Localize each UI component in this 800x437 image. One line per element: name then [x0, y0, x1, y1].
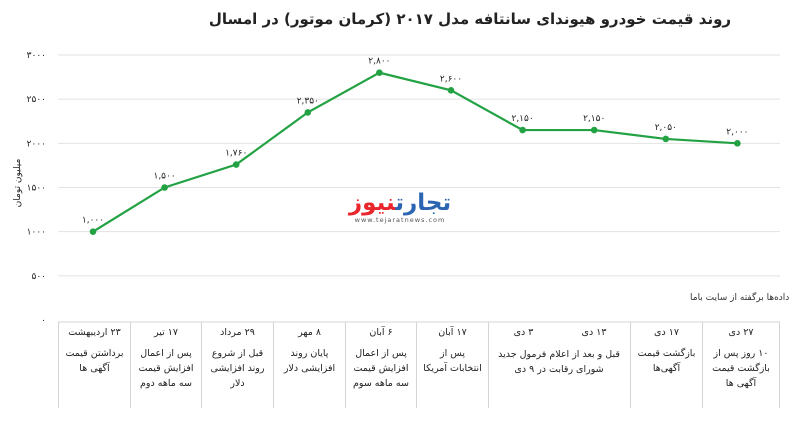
data-label: ۱,۷۶۰ [225, 149, 247, 159]
category-date: ۱۷ دی [654, 327, 679, 338]
category-desc: قبل از شروع روند افزایشی دلار [210, 348, 265, 389]
data-point [662, 135, 670, 143]
merged-category-desc: قبل و بعد از اعلام فرمول جدید شورای رقاب… [498, 349, 620, 375]
y-tick-label: ۲۵۰۰ [27, 95, 46, 105]
data-label: ۲,۶۰۰ [440, 74, 462, 84]
data-point [590, 126, 598, 134]
category-desc: برداشتن قیمت آگهی ها [65, 348, 124, 374]
data-point [89, 228, 97, 235]
category-cell: ۲۳ اردیبهشت برداشتن قیمت آگهی ها [58, 322, 130, 408]
category-desc: پس از اعمال افزایش قیمت سه ماهه سوم [353, 348, 409, 389]
data-point [519, 126, 526, 134]
y-tick-label: ۰ [41, 316, 46, 326]
data-point [304, 109, 312, 116]
category-desc: پس از اعمال افزایش قیمت سه ماهه دوم [138, 348, 194, 389]
y-tick-label: ۵۰۰ [31, 272, 46, 282]
data-label: ۱,۰۰۰ [82, 216, 104, 226]
logo-url: www.tejaratnews.com [354, 216, 446, 224]
logo-name: تجارتنیوز [348, 190, 452, 216]
y-axis-label: میلیون تومان [13, 158, 23, 208]
data-label: ۲,۱۵۰ [583, 114, 605, 124]
category-cell: ۱۷ دی بازگشت قیمت آگهی‌ها [630, 322, 702, 408]
y-tick-label: ۱۰۰۰ [27, 228, 46, 238]
category-date: ۶ آبان [369, 327, 393, 338]
category-cell: ۶ آبان پس از اعمال افزایش قیمت سه ماهه سو… [345, 322, 416, 408]
y-tick-label: ۳۰۰۰ [27, 51, 46, 61]
y-tick-label: ۱۵۰۰ [27, 184, 46, 194]
category-date: ۲۷ دی [728, 327, 754, 338]
y-tick-label: ۲۰۰۰ [27, 139, 46, 149]
category-cell: ۱۳ دی [558, 322, 630, 408]
category-date: ۲۹ مرداد [220, 327, 255, 338]
data-point [232, 161, 240, 168]
chart-title: روند قیمت خودرو هیوندای سانتافه مدل ۲۰۱۷… [208, 10, 732, 28]
source-note: داده‌ها برگفته از سایت باما [690, 293, 790, 303]
category-desc: پس از انتخابات آمریکا [423, 348, 482, 374]
tejaratnews-logo: تجارتنیوز www.tejaratnews.com [340, 190, 460, 224]
category-cell: ۸ مهر پایان روند افزایشی دلار [273, 322, 345, 408]
category-desc: پایان روند افزایشی دلار [283, 348, 336, 374]
data-point [447, 87, 455, 94]
data-label: ۲,۰۰۰ [726, 127, 748, 137]
data-label: ۲,۳۵۰ [297, 96, 319, 106]
category-date: ۸ مهر [298, 327, 321, 338]
category-date: ۳ دی [513, 327, 534, 338]
category-cell: ۲۹ مرداد قبل از شروع روند افزایشی دلار [201, 322, 273, 408]
data-point [734, 140, 741, 147]
data-point [376, 69, 383, 76]
data-point [161, 184, 168, 191]
category-desc: بازگشت قیمت آگهی‌ها [637, 348, 696, 374]
category-date: ۱۷ آبان [438, 327, 467, 338]
data-label: ۲,۰۵۰ [655, 123, 677, 133]
category-cell: ۱۷ آبان پس از انتخابات آمریکا [416, 322, 488, 408]
category-date: ۲۳ اردیبهشت [68, 327, 121, 338]
data-label: ۲,۱۵۰ [511, 114, 533, 124]
category-cell: ۲۷ دی ۱۰ روز پس از بازگشت قیمت آگهی ها [702, 322, 780, 408]
data-label: ۲,۸۰۰ [368, 57, 390, 67]
data-label: ۱,۵۰۰ [153, 172, 175, 182]
category-date: ۱۷ تیر [154, 327, 178, 338]
category-cell: ۱۷ تیر پس از اعمال افزایش قیمت سه ماهه دو… [130, 322, 201, 408]
category-desc: ۱۰ روز پس از بازگشت قیمت آگهی ها [712, 348, 770, 389]
category-date: ۱۳ دی [581, 327, 607, 338]
series-line [92, 71, 738, 233]
category-cell: ۳ دی [488, 322, 558, 408]
